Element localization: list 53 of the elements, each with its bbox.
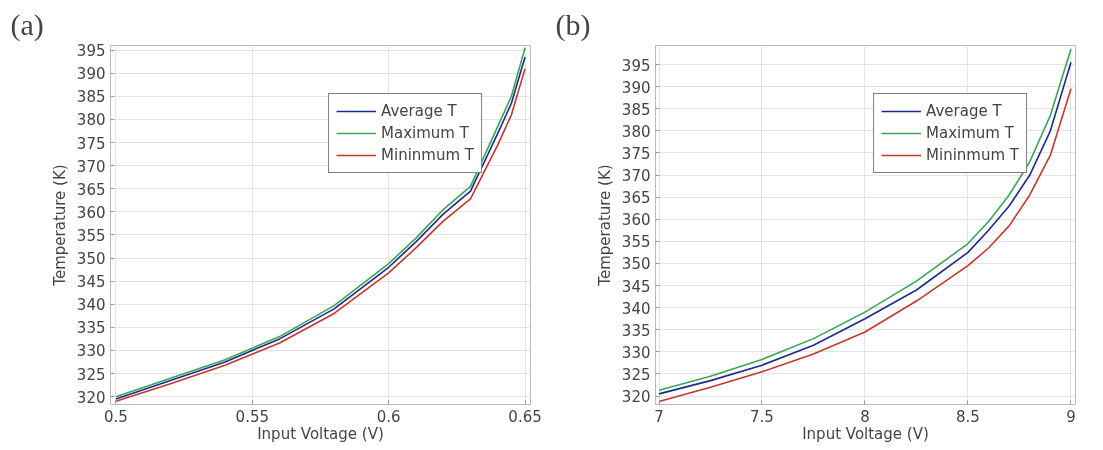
legend-label: Mininmum T <box>381 146 474 164</box>
y-tick-label: 380 <box>621 122 651 141</box>
y-tick-label: 365 <box>76 180 106 199</box>
y-tick-label: 385 <box>76 88 106 107</box>
y-tick-label: 395 <box>76 42 106 61</box>
legend-label: Average T <box>926 102 1002 120</box>
y-tick-label: 365 <box>621 189 651 208</box>
y-tick-label: 375 <box>76 134 106 153</box>
x-tick-label: 8 <box>860 407 870 426</box>
legend-label: Average T <box>381 102 457 120</box>
y-tick-label: 345 <box>621 277 651 296</box>
y-tick-label: 335 <box>76 319 106 338</box>
y-tick-label: 330 <box>621 343 651 362</box>
x-tick-label: 0.55 <box>235 407 270 426</box>
x-tick-label: 8.5 <box>956 407 980 426</box>
y-tick-label: 350 <box>76 250 106 269</box>
y-tick-label: 395 <box>621 56 651 75</box>
y-tick-label: 380 <box>76 111 106 130</box>
y-tick-label: 360 <box>76 203 106 222</box>
y-tick-label: 355 <box>621 233 651 252</box>
legend-label: Maximum T <box>926 124 1014 142</box>
y-tick-label: 390 <box>621 78 651 97</box>
y-tick-label: 340 <box>76 296 106 315</box>
chart-title: (a) <box>10 7 44 42</box>
y-tick-label: 390 <box>76 65 106 84</box>
y-axis-title: Temperature (K) <box>595 164 614 287</box>
y-tick-label: 360 <box>621 211 651 230</box>
y-tick-label: 385 <box>621 100 651 119</box>
x-axis-title: Input Voltage (V) <box>802 424 929 443</box>
x-tick-label: 0.5 <box>104 407 128 426</box>
y-tick-label: 345 <box>76 273 106 292</box>
y-tick-label: 350 <box>621 255 651 274</box>
y-tick-label: 335 <box>621 321 651 340</box>
y-tick-label: 340 <box>621 299 651 318</box>
y-tick-label: 370 <box>621 167 651 186</box>
chart-title: (b) <box>555 7 591 42</box>
y-tick-label: 325 <box>621 365 651 384</box>
y-tick-label: 320 <box>621 388 651 407</box>
x-tick-label: 9 <box>1066 407 1076 426</box>
y-tick-label: 375 <box>621 144 651 163</box>
x-tick-label: 7 <box>654 407 664 426</box>
y-tick-label: 325 <box>76 365 106 384</box>
y-tick-label: 355 <box>76 226 106 245</box>
y-tick-label: 370 <box>76 157 106 176</box>
x-tick-label: 0.6 <box>376 407 401 426</box>
x-axis-title: Input Voltage (V) <box>257 424 384 443</box>
y-tick-label: 320 <box>76 388 106 407</box>
y-tick-label: 330 <box>76 342 106 361</box>
legend-label: Mininmum T <box>926 146 1019 164</box>
legend-label: Maximum T <box>381 124 469 142</box>
x-tick-label: 7.5 <box>750 407 774 426</box>
x-tick-label: 0.65 <box>508 407 542 426</box>
y-axis-title: Temperature (K) <box>50 164 69 287</box>
